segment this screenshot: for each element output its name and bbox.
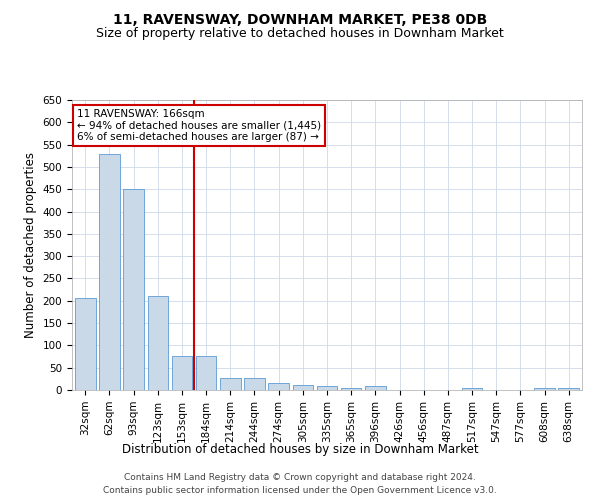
Bar [341, 388, 361, 390]
Bar [172, 356, 192, 390]
Text: Distribution of detached houses by size in Downham Market: Distribution of detached houses by size … [122, 442, 478, 456]
Bar [244, 378, 265, 390]
Bar [148, 296, 168, 390]
Bar [75, 298, 95, 390]
Bar [365, 386, 386, 390]
Text: Contains HM Land Registry data © Crown copyright and database right 2024.: Contains HM Land Registry data © Crown c… [124, 472, 476, 482]
Bar [268, 384, 289, 390]
Text: 11, RAVENSWAY, DOWNHAM MARKET, PE38 0DB: 11, RAVENSWAY, DOWNHAM MARKET, PE38 0DB [113, 12, 487, 26]
Bar [559, 388, 579, 390]
Bar [293, 384, 313, 390]
Bar [220, 378, 241, 390]
Bar [196, 356, 217, 390]
Bar [99, 154, 120, 390]
Text: 11 RAVENSWAY: 166sqm
← 94% of detached houses are smaller (1,445)
6% of semi-det: 11 RAVENSWAY: 166sqm ← 94% of detached h… [77, 108, 321, 142]
Y-axis label: Number of detached properties: Number of detached properties [24, 152, 37, 338]
Bar [462, 388, 482, 390]
Text: Size of property relative to detached houses in Downham Market: Size of property relative to detached ho… [96, 28, 504, 40]
Text: Contains public sector information licensed under the Open Government Licence v3: Contains public sector information licen… [103, 486, 497, 495]
Bar [317, 386, 337, 390]
Bar [534, 388, 555, 390]
Bar [124, 189, 144, 390]
